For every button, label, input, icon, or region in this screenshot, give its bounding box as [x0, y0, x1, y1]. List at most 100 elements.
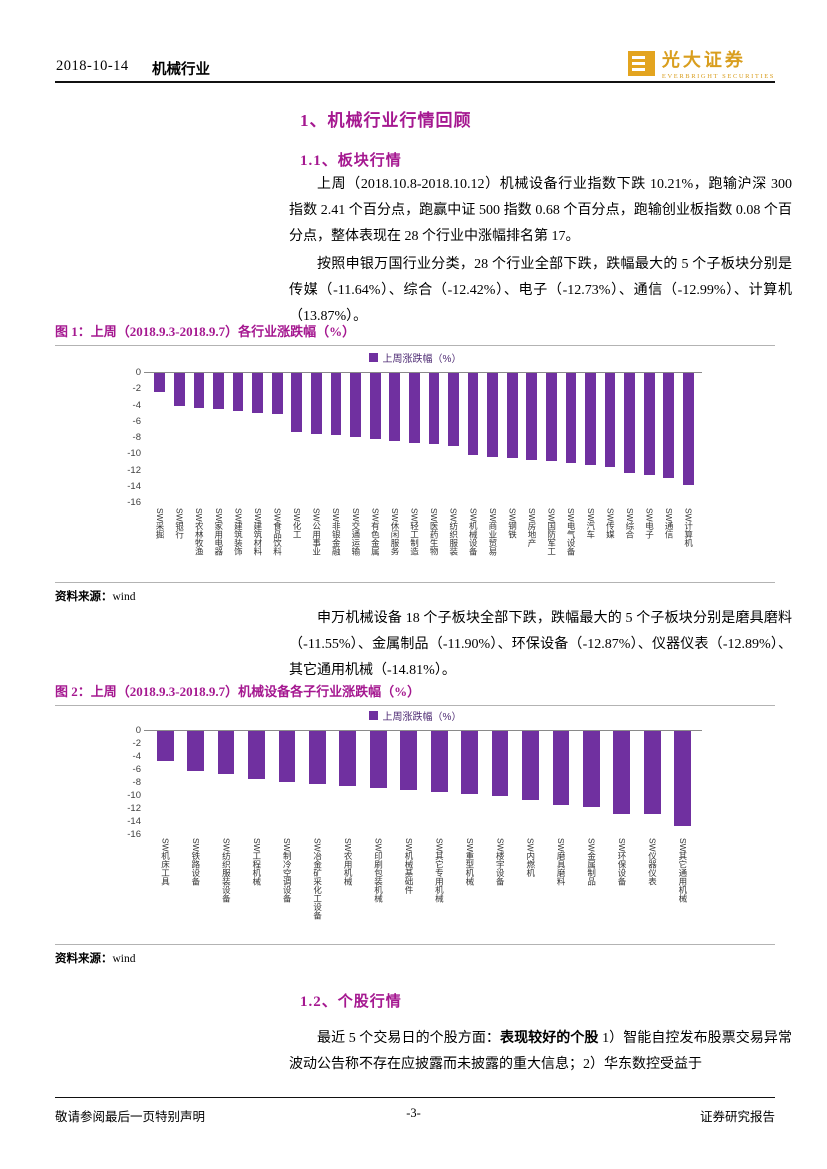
x-axis-label: SW工程机械 [251, 838, 262, 886]
x-axis-label: SW机械基础件 [403, 838, 414, 895]
bar-column [637, 730, 667, 814]
bar-column [485, 730, 515, 797]
x-axis-label: SW建筑材料 [252, 508, 263, 556]
bar [187, 730, 205, 771]
x-axis-label: SW交通运输 [350, 508, 361, 556]
bar-column [287, 372, 307, 433]
legend-swatch-icon [368, 353, 378, 362]
bar [448, 372, 459, 446]
x-axis-label: SW楼宇设备 [495, 838, 506, 886]
bar-column [365, 372, 385, 439]
x-axis-label: SW商业贸易 [487, 508, 498, 556]
x-axis-label: SW非银金融 [331, 508, 342, 556]
y-axis-tick-label: -16 [127, 497, 141, 508]
bar [154, 372, 166, 392]
y-axis-tick-label: -2 [132, 738, 141, 749]
bar-column [180, 730, 210, 771]
bar-column [189, 372, 209, 408]
bar [428, 372, 440, 445]
bar [330, 372, 342, 436]
x-axis-label: SW有色金属 [370, 508, 381, 556]
bar-column [659, 372, 679, 478]
y-axis-tick-label: -4 [132, 751, 141, 762]
figure1-plot-area [144, 372, 702, 502]
paragraph-rest: 1）智能自控发布股票交易异常波动公告称不存在应披露而未披露的重大信息；2）华东数… [289, 1031, 792, 1072]
bar-column [170, 372, 190, 407]
bar [643, 730, 661, 814]
bar-column [561, 372, 581, 463]
x-axis-label: SW钢铁 [507, 508, 518, 539]
bar-column [522, 372, 542, 460]
bar [430, 730, 448, 792]
bar-column [483, 372, 503, 457]
figure2-y-axis: 0 -2 -4 -6 -8 -10 -12 -14 -16 [95, 725, 147, 840]
zero-axis-line [144, 372, 702, 373]
bar-column [333, 730, 363, 786]
x-axis-label: SW国防军工 [546, 508, 557, 556]
bar-column [607, 730, 637, 814]
bar-column [405, 372, 425, 443]
x-axis-label: SW银行 [174, 508, 185, 539]
footer-report-type: 证券研究报告 [699, 1110, 775, 1124]
bar-column [326, 372, 346, 436]
x-axis-label: SW建筑装饰 [233, 508, 244, 556]
bar-column [502, 372, 522, 459]
bar [173, 372, 185, 407]
legend-label: 上周涨跌幅（%） [382, 712, 462, 723]
bar [674, 730, 692, 827]
footer-disclaimer: 敬请参阅最后一页特别声明 [55, 1110, 206, 1124]
bar [683, 372, 694, 485]
bar-column [424, 372, 444, 445]
bar [408, 372, 420, 443]
bar-column [248, 372, 268, 413]
bar [526, 372, 538, 460]
footer-divider [55, 1097, 775, 1098]
bar [311, 372, 322, 434]
source-label: 资料来源： [55, 591, 113, 603]
x-axis-label: SW机床工具 [160, 838, 171, 886]
x-axis-label: SW磨具磨料 [556, 838, 567, 886]
y-axis-tick-label: -16 [127, 829, 141, 840]
bar [585, 372, 596, 465]
x-axis-label: SW金属制品 [586, 838, 597, 886]
y-axis-tick-label: -12 [127, 803, 141, 814]
bar-column [209, 372, 229, 410]
x-axis-label: SW房地产 [527, 508, 538, 548]
zero-axis-line [144, 730, 702, 731]
bar [291, 372, 303, 433]
x-axis-label: SW电子 [644, 508, 655, 539]
bar [278, 730, 296, 782]
bar-column [241, 730, 271, 779]
bar [643, 372, 655, 476]
x-axis-label: SW家用电器 [213, 508, 224, 556]
y-axis-tick-label: -10 [127, 790, 141, 801]
y-axis-tick-label: -6 [132, 415, 141, 427]
section-title-1-2: 1.2、个股行情 [300, 994, 402, 1010]
figure2-x-axis-labels: SW机床工具 SW铁路设备 SW纺织服装设备 SW工程机械 SW制冷空调设备 SW冶金矿采… [150, 838, 698, 942]
paragraph-market-review: 上周（2018.10.8-2018.10.12）机械设备行业指数下跌 10.21… [289, 177, 792, 244]
bar [663, 372, 675, 478]
section-title-1-1: 1.1、板块行情 [300, 153, 402, 169]
bar-column [302, 730, 332, 784]
figure2-source: 资料来源：wind [55, 944, 775, 966]
x-axis-label: SW铁路设备 [190, 838, 201, 886]
x-axis-label: SW采掘 [155, 508, 166, 539]
bar [156, 730, 174, 762]
bar [582, 730, 600, 808]
header-divider [55, 81, 775, 83]
x-axis-label: SW休闲服务 [389, 508, 400, 556]
brand-name-en: EVERBRIGHT SECURITIES [661, 73, 775, 80]
paragraph-industry-ranking: 按照申银万国行业分类，28 个行业全部下跌，跌幅最大的 5 个子板块分别是传媒（… [289, 257, 792, 324]
bar [467, 372, 479, 455]
x-axis-label: SW环保设备 [617, 838, 628, 886]
figure1-x-axis-labels: SW采掘 SW银行 SW农林牧渔 SW家用电器 SW建筑装饰 SW建筑材料 SW食品饮料 SW… [150, 508, 698, 578]
bar-column [307, 372, 327, 434]
bar-column [463, 372, 483, 455]
bar-column [211, 730, 241, 775]
bar-column [267, 372, 287, 415]
x-axis-label: SW计算机 [683, 508, 694, 548]
bar-column [424, 730, 454, 792]
source-label: 资料来源： [55, 953, 113, 965]
figure1-source: 资料来源：wind [55, 582, 775, 604]
